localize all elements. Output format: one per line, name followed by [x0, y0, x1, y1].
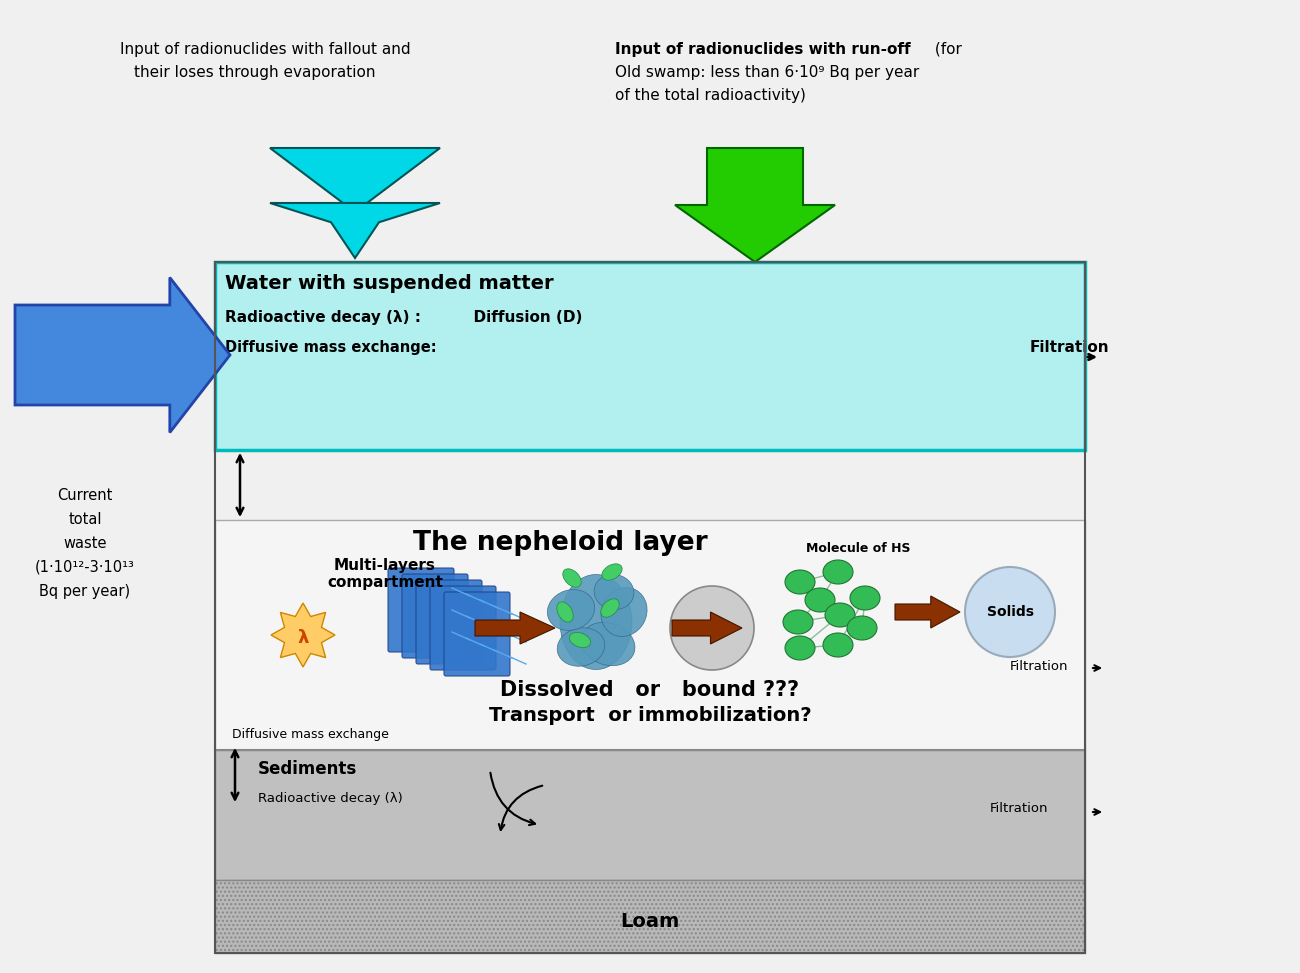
Polygon shape: [474, 612, 555, 644]
Text: total: total: [68, 512, 101, 527]
Bar: [214, 262, 1086, 953]
Text: (for: (for: [930, 42, 962, 57]
Ellipse shape: [558, 628, 605, 667]
Text: Transport  or immobilization?: Transport or immobilization?: [489, 706, 811, 725]
Text: Molecule of HS: Molecule of HS: [806, 542, 910, 555]
Text: $^{90}$Sr$^{2+}$: $^{90}$Sr$^{2+}$: [692, 620, 732, 636]
Text: Filtration: Filtration: [1010, 660, 1069, 673]
Text: Old swamp: less than 6·10⁹ Bq per year: Old swamp: less than 6·10⁹ Bq per year: [615, 65, 919, 80]
Ellipse shape: [826, 603, 855, 627]
Text: Filtration: Filtration: [991, 802, 1049, 815]
Ellipse shape: [556, 602, 573, 622]
Bar: [214, 880, 1086, 953]
Polygon shape: [16, 277, 230, 433]
Text: Multi-layers
compartment: Multi-layers compartment: [328, 558, 443, 591]
Text: waste: waste: [64, 536, 107, 551]
Text: Filtration: Filtration: [1030, 340, 1110, 355]
FancyBboxPatch shape: [387, 568, 454, 652]
Text: Radioactive decay (λ) :          Diffusion (D): Radioactive decay (λ) : Diffusion (D): [225, 310, 582, 325]
Bar: [214, 262, 1086, 450]
Ellipse shape: [823, 560, 853, 584]
Text: Bq per year): Bq per year): [39, 584, 130, 599]
Bar: [214, 520, 1086, 750]
Text: Diffusive mass exchange: Diffusive mass exchange: [231, 728, 389, 741]
Ellipse shape: [560, 574, 632, 669]
FancyBboxPatch shape: [430, 586, 497, 670]
Text: Water with suspended matter: Water with suspended matter: [225, 274, 554, 293]
Text: The nepheloid layer: The nepheloid layer: [412, 530, 707, 556]
FancyBboxPatch shape: [402, 574, 468, 658]
Ellipse shape: [601, 598, 619, 617]
Text: Loam: Loam: [620, 912, 680, 931]
Text: their loses through evaporation: their loses through evaporation: [134, 65, 376, 80]
Ellipse shape: [594, 574, 634, 609]
Text: of the total radioactivity): of the total radioactivity): [615, 88, 806, 103]
Ellipse shape: [785, 636, 815, 660]
Bar: [214, 880, 1086, 953]
Polygon shape: [894, 596, 959, 628]
Text: Input of radionuclides with run-off: Input of radionuclides with run-off: [615, 42, 910, 57]
Ellipse shape: [602, 563, 623, 580]
Text: Input of radionuclides with fallout and: Input of radionuclides with fallout and: [120, 42, 411, 57]
Ellipse shape: [848, 616, 878, 640]
Text: (1·10¹²-3·10¹³: (1·10¹²-3·10¹³: [35, 560, 135, 575]
Polygon shape: [270, 603, 335, 667]
Bar: [214, 750, 1086, 880]
Text: Current: Current: [57, 488, 113, 503]
Circle shape: [965, 567, 1056, 657]
Ellipse shape: [563, 569, 581, 588]
Ellipse shape: [823, 633, 853, 657]
Text: Diffusive mass exchange:: Diffusive mass exchange:: [225, 340, 437, 355]
FancyBboxPatch shape: [445, 592, 510, 676]
Ellipse shape: [783, 610, 812, 634]
Ellipse shape: [547, 590, 594, 631]
Ellipse shape: [581, 623, 634, 666]
Text: λ: λ: [298, 629, 308, 647]
Ellipse shape: [805, 588, 835, 612]
Polygon shape: [672, 612, 742, 644]
Polygon shape: [270, 148, 439, 203]
FancyBboxPatch shape: [416, 580, 482, 664]
Ellipse shape: [569, 632, 590, 648]
Ellipse shape: [601, 588, 647, 636]
Polygon shape: [270, 203, 439, 258]
Circle shape: [670, 586, 754, 670]
Text: Sediments: Sediments: [257, 760, 358, 778]
Polygon shape: [675, 148, 835, 262]
Text: Solids: Solids: [987, 605, 1034, 619]
Ellipse shape: [850, 586, 880, 610]
Text: Dissolved   or   bound ???: Dissolved or bound ???: [500, 680, 800, 700]
Text: Radioactive decay (λ): Radioactive decay (λ): [257, 792, 403, 805]
Ellipse shape: [785, 570, 815, 594]
